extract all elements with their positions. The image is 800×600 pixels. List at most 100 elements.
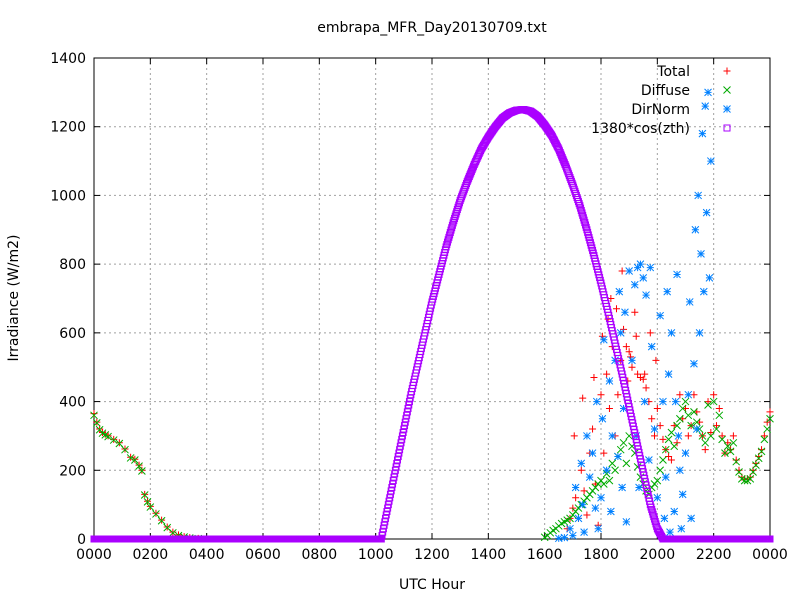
data-point xyxy=(639,274,648,282)
x-tick-label: 0000 xyxy=(752,547,788,563)
data-point xyxy=(574,514,583,523)
data-point xyxy=(554,534,563,543)
data-point xyxy=(622,459,631,468)
data-point xyxy=(648,508,656,516)
data-point xyxy=(746,475,755,483)
data-point xyxy=(115,439,124,448)
data-point xyxy=(92,419,101,427)
data-point xyxy=(670,442,679,451)
data-point xyxy=(618,267,626,275)
data-point xyxy=(642,291,650,299)
x-tick-label: 0600 xyxy=(245,547,281,563)
data-point xyxy=(656,466,665,475)
data-point xyxy=(449,219,457,227)
data-point xyxy=(451,212,459,220)
data-point xyxy=(663,287,672,296)
legend-marker xyxy=(723,124,731,132)
data-point xyxy=(632,332,640,340)
data-point xyxy=(726,447,735,456)
data-point xyxy=(664,435,673,444)
data-point xyxy=(446,231,454,239)
data-point xyxy=(592,397,601,406)
data-point xyxy=(560,533,569,542)
data-point xyxy=(630,280,639,289)
data-point xyxy=(140,491,149,499)
data-point xyxy=(448,224,456,232)
legend-marker xyxy=(723,86,731,94)
data-point xyxy=(577,459,586,468)
data-point xyxy=(659,435,667,443)
data-point xyxy=(640,397,649,406)
data-point xyxy=(143,498,152,506)
x-tick-label: 1800 xyxy=(583,547,619,563)
x-tick-label: 0400 xyxy=(189,547,225,563)
x-axis-label: UTC Hour xyxy=(399,577,465,593)
x-tick-label: 1400 xyxy=(471,547,507,563)
data-point xyxy=(702,208,711,217)
data-point xyxy=(602,466,611,475)
data-point xyxy=(749,468,757,476)
data-point xyxy=(690,359,698,368)
data-point xyxy=(656,311,665,320)
data-point xyxy=(715,411,724,420)
data-point xyxy=(589,425,597,433)
data-point xyxy=(647,342,656,351)
grid xyxy=(94,58,770,539)
data-point xyxy=(652,356,660,364)
data-point xyxy=(641,370,649,378)
data-point xyxy=(752,461,760,469)
data-point xyxy=(715,404,723,412)
data-point xyxy=(766,408,774,416)
data-point xyxy=(611,466,619,475)
data-point xyxy=(646,263,655,272)
series-1380-cos-zth- xyxy=(90,106,774,543)
data-point xyxy=(452,210,460,218)
data-point xyxy=(446,229,454,237)
data-point xyxy=(579,214,587,222)
data-point xyxy=(677,524,686,533)
data-point xyxy=(650,425,659,433)
data-point xyxy=(681,397,690,406)
data-point xyxy=(90,411,98,420)
data-point xyxy=(442,243,450,251)
data-point xyxy=(740,476,749,485)
data-point xyxy=(709,397,718,406)
x-tick-label: 0200 xyxy=(133,547,169,563)
data-point xyxy=(653,404,661,412)
data-point xyxy=(608,432,617,440)
data-point xyxy=(704,398,712,406)
data-point xyxy=(605,476,614,485)
data-point xyxy=(443,241,451,249)
data-point xyxy=(723,442,732,451)
data-point xyxy=(577,207,585,215)
data-point xyxy=(710,391,718,399)
x-tick-label: 0000 xyxy=(76,547,112,563)
data-point xyxy=(645,456,653,464)
legend-label: DirNorm xyxy=(631,102,690,118)
data-point xyxy=(628,363,636,371)
data-point xyxy=(647,503,655,511)
data-point xyxy=(579,211,587,219)
x-tick-label: 0800 xyxy=(302,547,338,563)
data-point xyxy=(462,181,470,189)
data-point xyxy=(448,221,456,229)
data-point xyxy=(687,421,695,430)
data-point xyxy=(732,457,741,466)
data-points xyxy=(90,88,774,543)
data-point xyxy=(588,449,597,457)
data-point xyxy=(729,438,738,447)
data-point xyxy=(577,204,585,212)
data-point xyxy=(701,438,710,447)
data-point xyxy=(698,129,707,138)
legend-label: Diffuse xyxy=(641,83,690,99)
legend-marker xyxy=(723,105,731,113)
data-point xyxy=(575,200,583,208)
data-point xyxy=(583,511,591,519)
data-point xyxy=(597,391,605,399)
data-point xyxy=(582,221,590,229)
data-point xyxy=(695,329,704,337)
data-point xyxy=(578,209,586,217)
data-point xyxy=(574,198,582,206)
y-axis-label: Irradiance (W/m2) xyxy=(6,235,22,362)
